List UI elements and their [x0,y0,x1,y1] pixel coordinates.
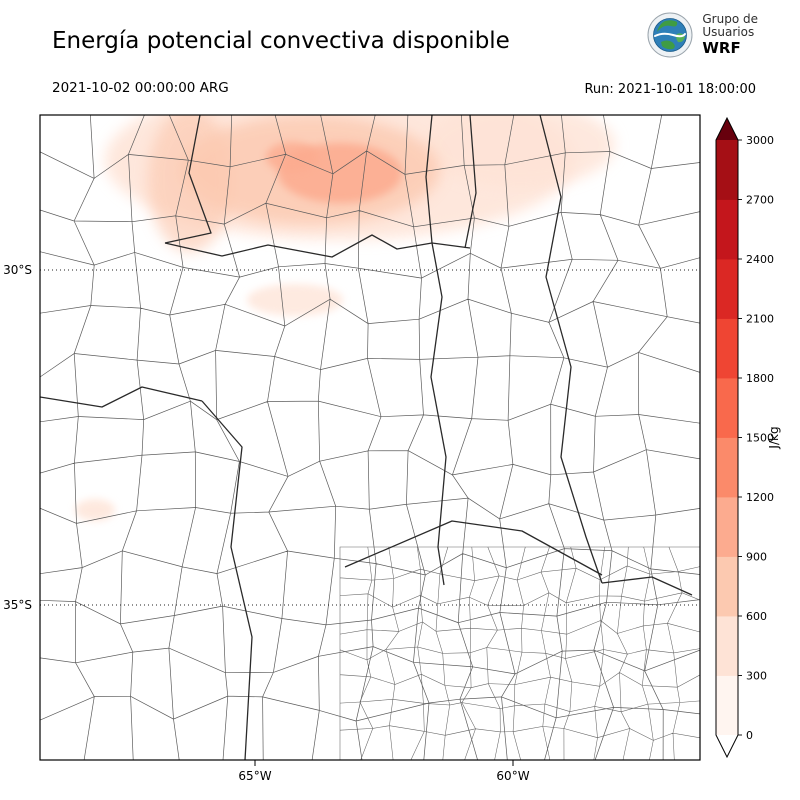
x-tick-label-60w: 60°W [496,769,529,783]
colorbar-segment [716,378,738,438]
wrf-logo: Grupo de Usuarios WRF [647,12,758,58]
colorbar-over-arrow [716,118,738,140]
colorbar-under-arrow [716,735,738,757]
cape-blob [425,115,615,187]
y-tick-label-35s: 35°S [3,598,32,612]
colorbar-tick-label: 1800 [746,372,774,385]
colorbar-tick-label: 2100 [746,313,774,326]
department-boundary-layer [40,115,700,760]
department-boundaries [339,546,700,760]
province-border [344,520,603,576]
colorbar-tick-label: 0 [746,729,753,742]
department-boundaries [40,115,700,760]
colorbar-segment [716,616,738,676]
cape-shading-layer [75,115,615,521]
run-time-label: Run: 2021-10-01 18:00:00 [584,82,756,97]
globe-icon [647,12,693,58]
colorbar-unit-label: J/kg [767,426,781,449]
cape-blob [247,284,343,316]
colorbar-tick-label: 1200 [746,491,774,504]
x-tick-label-65w: 65°W [238,769,271,783]
valid-time-label: 2021-10-02 00:00:00 ARG [52,80,229,96]
colorbar-tick-label: 300 [746,670,767,683]
colorbar-segment [716,318,738,379]
cape-blob [75,499,115,521]
colorbar-segment [716,675,738,736]
colorbar-tick-label: 600 [746,610,767,623]
colorbar-tick-label: 2700 [746,194,774,207]
map-frame [39,114,701,761]
province-border [164,234,471,258]
logo-text: Grupo de Usuarios WRF [702,11,758,58]
colorbar-segment [716,497,738,557]
cape-map-figure: 30°S 35°S 65°W 60°W 0 300 600 900 1200 1500 18… [3,114,781,783]
colorbar-segment [716,437,738,498]
colorbar-tick-label: 1500 [746,432,774,445]
province-border [164,115,212,244]
y-tick-label-30s: 30°S [3,263,32,277]
colorbar-segment [716,140,738,200]
colorbar: 0 300 600 900 1200 1500 1800 2100 2400 2700 3000 J/… [715,116,781,759]
province-border [425,115,433,244]
province-border [40,386,203,408]
province-border [430,242,447,586]
colorbar-tick-label: 3000 [746,134,774,147]
logo-line-2: Usuarios [702,25,755,40]
colorbar-segment [716,199,738,260]
logo-line-3: WRF [702,39,741,58]
page-title: Energía potencial convectiva disponible [52,28,510,54]
map-area: 30°S 35°S 65°W 60°W [3,114,701,783]
colorbar-tick-label: 2400 [746,253,774,266]
colorbar-tick-label: 900 [746,551,767,564]
province-boundary-layer [40,115,693,760]
province-border [539,115,603,584]
logo-line-1: Grupo de [702,11,758,26]
colorbar-segment [716,556,738,617]
colorbar-segment [716,259,738,319]
province-border [201,400,253,760]
province-border [464,115,477,249]
province-border [601,576,693,596]
